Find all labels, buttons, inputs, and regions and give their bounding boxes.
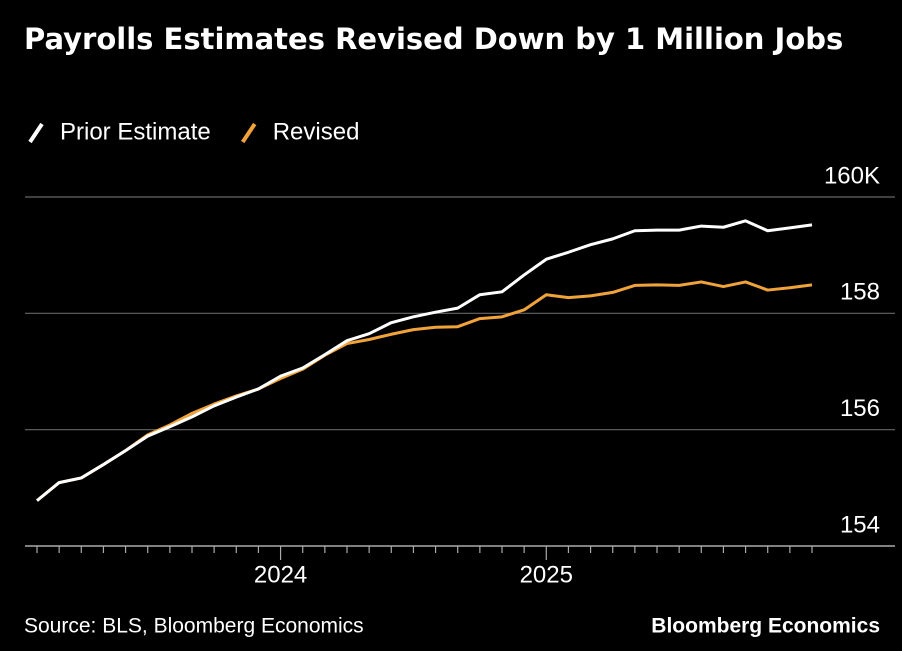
legend-label: Prior Estimate: [60, 118, 211, 145]
chart-title: Payrolls Estimates Revised Down by 1 Mil…: [24, 22, 844, 56]
x-tick-label: 2025: [520, 561, 573, 588]
legend-swatch: [28, 122, 44, 144]
y-tick-label: 158: [840, 279, 880, 306]
y-tick-label: 154: [840, 511, 880, 538]
series-line: [36, 280, 813, 502]
y-tick-label: 156: [840, 395, 880, 422]
legend-swatch: [241, 122, 257, 144]
source: Source: BLS, Bloomberg Economics: [24, 615, 364, 638]
legend-label: Revised: [273, 118, 360, 145]
y-tick-label: 160K: [824, 162, 880, 189]
series-line: [36, 219, 813, 502]
x-tick-label: 2024: [254, 561, 307, 588]
brand: Bloomberg Economics: [651, 615, 880, 638]
